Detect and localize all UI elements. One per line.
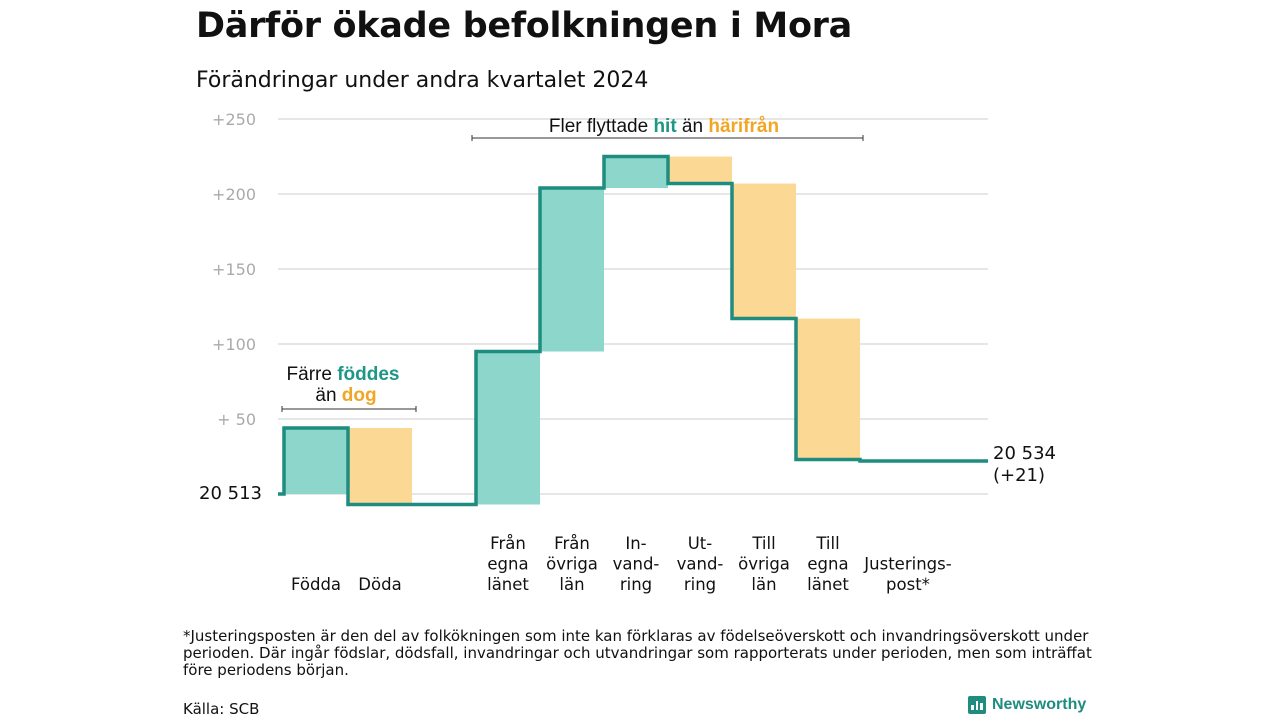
- source-note: Källa: SCB: [183, 700, 260, 718]
- category-label: övriga: [546, 555, 598, 574]
- category-label: Ut-: [688, 534, 713, 553]
- bar: [732, 183, 796, 319]
- start-value-label: 20 513: [199, 483, 262, 504]
- bar: [540, 188, 604, 352]
- category-label: egna: [487, 555, 528, 574]
- category-label: Döda: [358, 575, 401, 594]
- category-label: vand-: [613, 555, 660, 574]
- bar: [476, 351, 540, 505]
- births-deaths-annotation: Färre föddes: [287, 364, 400, 385]
- category-label: ring: [620, 575, 652, 594]
- migration-annotation: Fler flyttade hit än härifrån: [549, 116, 779, 137]
- chart-subtitle: Förändringar under andra kvartalet 2024: [196, 68, 649, 93]
- cumulative-step-line: [278, 154, 988, 507]
- bar: [284, 428, 348, 494]
- category-label: länet: [487, 575, 529, 594]
- y-tick-label: +150: [212, 260, 256, 279]
- category-label: post*: [886, 575, 930, 594]
- category-label: ring: [684, 575, 716, 594]
- brand-logo[interactable]: Newsworthy: [968, 696, 1086, 714]
- category-label: egna: [807, 555, 848, 574]
- chart-title: Därför ökade befolkningen i Mora: [196, 6, 852, 46]
- footnote: *Justeringsposten är den del av folkökni…: [183, 627, 1092, 679]
- category-label: län: [559, 575, 584, 594]
- bar: [348, 428, 412, 505]
- category-label: län: [751, 575, 776, 594]
- bar: [604, 156, 668, 188]
- category-label: Från: [490, 534, 526, 553]
- y-tick-label: +200: [212, 185, 256, 204]
- category-label: Justerings-: [863, 555, 951, 574]
- births-deaths-annotation: än dog: [315, 385, 376, 406]
- category-label: övriga: [738, 555, 790, 574]
- category-label: Födda: [291, 575, 341, 594]
- category-label: länet: [807, 575, 849, 594]
- bar-chart-icon: [968, 696, 986, 714]
- category-label: In-: [625, 534, 646, 553]
- end-change-label: (+21): [993, 465, 1045, 486]
- category-label: vand-: [677, 555, 724, 574]
- category-label: Från: [554, 534, 590, 553]
- y-tick-label: +250: [212, 110, 256, 129]
- category-label: Till: [815, 534, 839, 553]
- category-label: Till: [751, 534, 775, 553]
- end-value-label: 20 534: [993, 443, 1056, 464]
- bar: [668, 156, 732, 184]
- y-tick-label: + 50: [217, 410, 256, 429]
- brand-name: Newsworthy: [992, 696, 1087, 713]
- y-tick-label: +100: [212, 335, 256, 354]
- bar: [796, 318, 860, 460]
